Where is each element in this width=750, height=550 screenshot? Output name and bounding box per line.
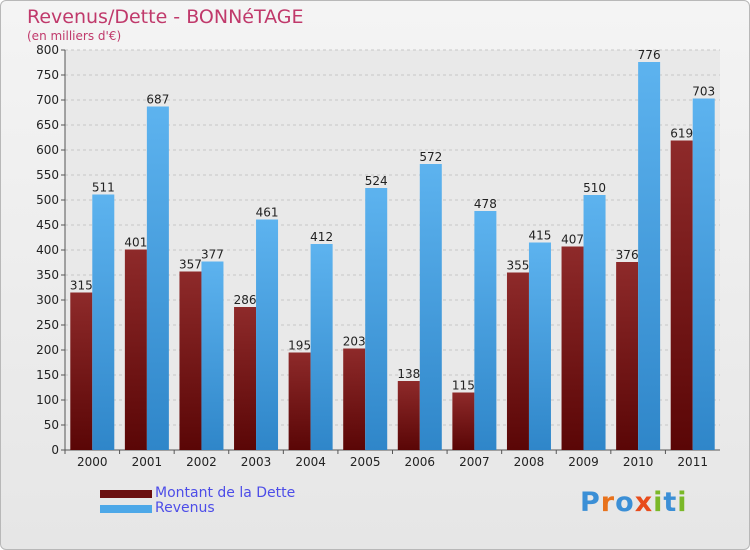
data-label-revenue: 478 [474,197,497,211]
y-tick-label: 750 [36,68,59,82]
y-tick-label: 50 [44,418,59,432]
x-tick-label: 2011 [677,455,708,469]
bar-revenue [692,98,715,450]
bar-debt [343,348,366,450]
bar-debt [70,292,93,450]
x-tick-label: 2010 [623,455,654,469]
bar-revenue [146,106,169,450]
data-label-debt: 355 [507,259,530,273]
data-label-revenue: 703 [692,85,715,99]
y-tick-label: 0 [51,443,59,457]
logo-letter: i [653,487,664,518]
y-tick-label: 350 [36,268,59,282]
bar-debt [670,140,693,450]
x-tick-label: 2005 [350,455,381,469]
data-label-debt: 401 [124,236,147,250]
y-tick-label: 550 [36,168,59,182]
data-label-debt: 407 [561,233,584,247]
y-tick-label: 200 [36,343,59,357]
bar-debt [234,307,257,450]
y-tick-label: 600 [36,143,59,157]
bar-revenue [256,219,279,450]
bar-revenue [528,242,551,450]
data-label-debt: 376 [616,248,639,262]
data-label-revenue: 461 [256,206,279,220]
data-label-revenue: 510 [583,181,606,195]
x-tick-label: 2008 [514,455,545,469]
bar-debt [288,352,311,450]
logo-letter: r [600,487,616,518]
x-tick-label: 2003 [241,455,272,469]
y-tick-label: 500 [36,193,59,207]
legend-label-debt: Montant de la Dette [155,485,296,501]
logo-letter: i [677,487,688,518]
bar-debt [616,262,639,450]
data-label-revenue: 415 [529,229,552,243]
data-label-debt: 195 [288,339,311,353]
data-label-revenue: 377 [201,248,224,262]
x-tick-label: 2001 [132,455,163,469]
data-label-debt: 619 [670,127,693,141]
x-tick-label: 2009 [568,455,599,469]
chart-subtitle: (en milliers d'€) [27,29,122,43]
data-label-debt: 115 [452,379,475,393]
bar-debt [561,246,584,450]
y-tick-label: 250 [36,318,59,332]
data-label-debt: 138 [397,367,420,381]
bar-debt [452,392,475,450]
data-label-revenue: 412 [310,230,333,244]
bar-debt [506,272,529,450]
x-tick-label: 2004 [295,455,326,469]
y-tick-label: 400 [36,243,59,257]
data-label-revenue: 524 [365,174,388,188]
bar-debt [124,249,147,450]
data-label-revenue: 776 [638,48,661,62]
x-tick-label: 2006 [405,455,436,469]
bar-revenue [310,244,333,450]
bar-debt [397,381,420,450]
bar-revenue [365,188,388,450]
y-tick-label: 100 [36,393,59,407]
data-label-debt: 357 [179,258,202,272]
proxiti-logo: Proxiti [580,487,688,518]
bar-revenue [419,164,442,450]
x-tick-label: 2002 [186,455,217,469]
y-tick-label: 300 [36,293,59,307]
bar-debt [179,271,202,450]
logo-letter: o [615,487,635,518]
bar-revenue [638,62,661,450]
logo-letter: x [634,487,654,518]
y-tick-label: 650 [36,118,59,132]
data-label-debt: 315 [70,279,93,293]
data-label-revenue: 572 [419,150,442,164]
logo-letter: P [580,487,601,518]
y-tick-label: 700 [36,93,59,107]
x-tick-label: 2000 [77,455,108,469]
data-label-debt: 203 [343,335,366,349]
logo-letter: t [663,487,678,518]
bar-revenue [92,194,115,450]
x-tick-label: 2007 [459,455,490,469]
bar-revenue [583,195,606,450]
legend-label-revenue: Revenus [155,500,215,516]
chart-title: Revenus/Dette - BONNéTAGE [27,6,304,28]
y-tick-label: 800 [36,43,59,57]
data-label-debt: 286 [234,293,257,307]
legend-swatch-revenue [100,505,152,513]
bar-revenue [201,261,224,450]
y-tick-label: 450 [36,218,59,232]
data-label-revenue: 687 [146,93,169,107]
data-label-revenue: 511 [92,181,115,195]
bar-revenue [474,211,497,450]
y-tick-label: 150 [36,368,59,382]
legend-swatch-debt [100,490,152,498]
